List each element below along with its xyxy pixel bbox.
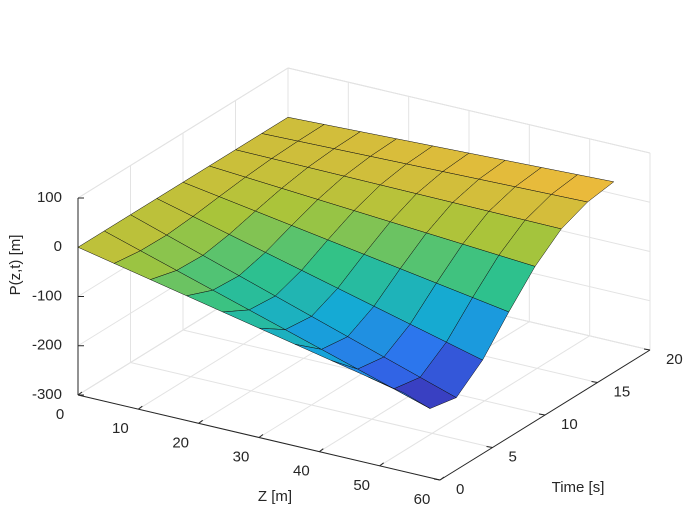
tick-mark xyxy=(433,478,441,481)
tick-mark xyxy=(538,413,546,416)
y-tick-label: 5 xyxy=(509,448,517,465)
y-tick-label: 10 xyxy=(561,416,578,433)
tick-mark xyxy=(258,434,264,438)
tick-mark xyxy=(591,381,598,383)
x-tick-label: 10 xyxy=(112,420,129,437)
z-tick-label: 0 xyxy=(54,238,62,255)
x-tick-label: 40 xyxy=(293,463,310,480)
surface-patch xyxy=(367,376,431,409)
tick-mark xyxy=(486,446,493,448)
tick-mark xyxy=(379,462,384,467)
z-tick-label: 100 xyxy=(37,189,62,206)
tick-mark xyxy=(439,476,445,481)
z-tick-label: -300 xyxy=(32,386,62,403)
y-tick-label: 0 xyxy=(456,481,464,498)
x-tick-label: 30 xyxy=(233,448,250,465)
tick-mark xyxy=(198,419,203,424)
tick-mark xyxy=(319,448,324,453)
grid-line xyxy=(130,362,493,448)
z-tick-label: -100 xyxy=(32,287,62,304)
tick-mark xyxy=(77,391,83,396)
x-tick-label: 50 xyxy=(353,477,370,494)
y-tick-label: 15 xyxy=(614,383,631,400)
x-tick-label: 20 xyxy=(172,434,189,451)
tick-mark xyxy=(643,348,651,351)
z-axis-label: P(z,t) [m] xyxy=(7,235,24,296)
y-tick-label: 20 xyxy=(666,351,683,368)
x-tick-label: 60 xyxy=(414,491,431,508)
x-tick-label: 0 xyxy=(56,406,64,423)
y-axis-label: Time [s] xyxy=(552,479,605,496)
x-axis-label: Z [m] xyxy=(258,488,292,505)
z-tick-label: -200 xyxy=(32,337,62,354)
tick-mark xyxy=(138,405,143,410)
